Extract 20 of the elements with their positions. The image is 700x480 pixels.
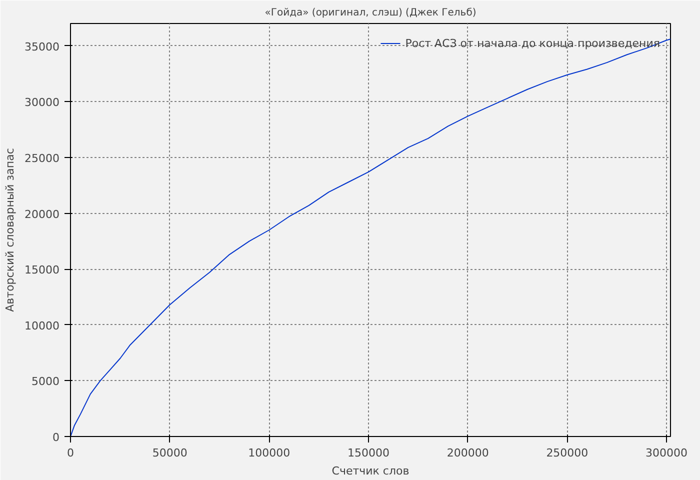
x-tick-label: 200000 — [446, 446, 489, 460]
x-tick-label: 300000 — [646, 446, 688, 460]
chart-title: «Гойда» (оригинал, слэш) (Джек Гельб) — [264, 8, 476, 18]
legend-label: Рост АСЗ от начала до конца произведения — [405, 36, 660, 50]
x-tick-label: 150000 — [348, 446, 390, 460]
x-tick-label: 0 — [67, 446, 74, 460]
y-tick-label: 25000 — [24, 152, 60, 165]
y-tick-label: 0 — [52, 431, 60, 444]
y-tick-label: 20000 — [24, 208, 60, 221]
y-tick-label: 5000 — [32, 375, 60, 388]
y-tick-label: 30000 — [24, 96, 60, 110]
x-axis-title: Счетчик слов — [332, 464, 410, 478]
y-tick-label: 15000 — [24, 264, 60, 277]
y-axis-title: Авторский словарный запас — [4, 148, 17, 312]
y-tick-label: 35000 — [24, 40, 60, 54]
line-series — [70, 38, 670, 436]
y-tick-label: 10000 — [24, 319, 60, 332]
x-tick-label: 250000 — [546, 446, 588, 460]
x-tick-label: 50000 — [152, 446, 188, 460]
x-tick-label: 100000 — [248, 446, 290, 460]
